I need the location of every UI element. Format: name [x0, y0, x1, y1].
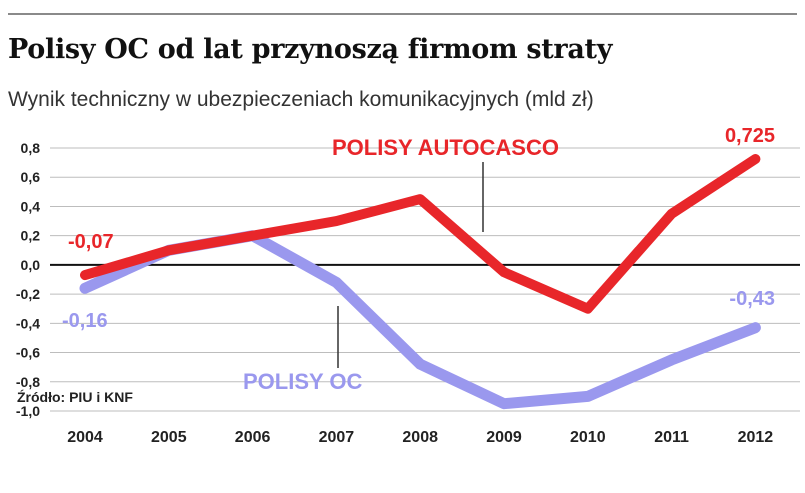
y-tick-label: -0,2	[16, 286, 40, 302]
series-line-autocasco	[80, 154, 761, 314]
x-tick-label: 2004	[67, 429, 103, 446]
data-label: 0,725	[725, 125, 775, 147]
chart-subtitle: Wynik techniczny w ubezpieczeniach komun…	[8, 88, 594, 111]
y-tick-label: 0,4	[21, 198, 41, 214]
x-tick-label: 2006	[235, 429, 271, 446]
x-tick-label: 2007	[319, 429, 355, 446]
x-tick-label: 2008	[402, 429, 438, 446]
source-note: Źródło: PIU i KNF	[17, 389, 133, 405]
chart-labels: POLISY AUTOCASCO POLISY OC -0,07 0,725 -0,16…	[62, 125, 775, 394]
series-lines	[79, 154, 761, 410]
y-tick-label: -0,4	[16, 315, 40, 331]
x-tick-label: 2009	[486, 429, 522, 446]
y-tick-label: -0,6	[16, 345, 40, 361]
label-pointers	[337, 162, 484, 368]
y-tick-label: 0,6	[21, 169, 41, 185]
series-label-oc: POLISY OC	[243, 369, 363, 394]
x-tick-label: 2012	[738, 429, 774, 446]
data-label: -0,43	[729, 288, 775, 310]
x-axis-ticks: 2004 2005 2006 2007 2008 2009 2010 2011 2012	[67, 429, 773, 446]
y-tick-label: -1,0	[16, 403, 40, 419]
grid-lines	[50, 147, 800, 412]
x-tick-label: 2011	[654, 429, 689, 446]
y-tick-label: 0,0	[21, 257, 41, 273]
x-tick-label: 2010	[570, 429, 606, 446]
y-tick-label: -0,8	[16, 374, 40, 390]
top-rule	[8, 13, 797, 15]
series-line-oc	[79, 230, 761, 410]
y-axis-ticks: 0,8 0,6 0,4 0,2 0,0 -0,2 -0,4 -0,6 -0,8 -1,0	[16, 140, 40, 419]
y-tick-label: 0,8	[21, 140, 41, 156]
x-tick-label: 2005	[151, 429, 187, 446]
y-tick-label: 0,2	[21, 228, 41, 244]
chart-title: Polisy OC od lat przynoszą firmom straty	[8, 34, 613, 65]
data-label: -0,16	[62, 310, 108, 332]
series-label-autocasco: POLISY AUTOCASCO	[332, 135, 559, 160]
data-label: -0,07	[68, 231, 114, 253]
